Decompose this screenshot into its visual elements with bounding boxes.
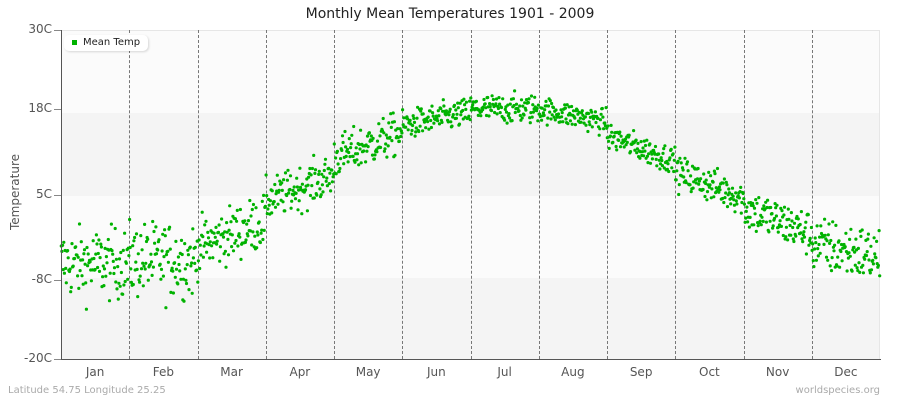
x-axis-line — [61, 359, 881, 360]
band-18-5 — [61, 113, 879, 196]
y-tick-label: -8C — [31, 272, 52, 286]
x-tick-label: Sep — [629, 365, 653, 379]
y-tick-mark — [54, 280, 61, 281]
month-divider — [402, 30, 403, 359]
month-divider — [129, 30, 130, 359]
x-tick-label: Jun — [427, 365, 446, 379]
x-tick-label: Dec — [834, 365, 858, 379]
x-tick-label: Mar — [220, 365, 243, 379]
x-tick-label: Feb — [152, 365, 174, 379]
plot-area — [61, 30, 880, 360]
y-tick-label: 30C — [28, 22, 52, 36]
y-tick-label: -20C — [24, 351, 52, 365]
y-axis-title: Temperature — [8, 154, 22, 231]
y-tick-mark — [54, 109, 61, 110]
x-tick-label: Aug — [561, 365, 585, 379]
month-divider — [744, 30, 745, 359]
source-link[interactable]: worldspecies.org — [795, 385, 880, 396]
band-neg8-neg20 — [61, 278, 879, 360]
x-tick-label: Jul — [497, 365, 512, 379]
y-axis-line — [61, 30, 62, 360]
y-tick-label: 5C — [35, 187, 52, 201]
x-tick-label: May — [355, 365, 381, 379]
x-tick-label: Oct — [699, 365, 720, 379]
y-tick-mark — [54, 195, 61, 196]
legend-square-icon — [72, 40, 77, 45]
month-divider — [675, 30, 676, 359]
legend-label: Mean Temp — [83, 37, 141, 48]
month-divider — [607, 30, 608, 359]
band-5-neg8 — [61, 196, 879, 278]
month-divider — [471, 30, 472, 359]
month-divider — [334, 30, 335, 359]
y-tick-label: 18C — [28, 101, 52, 115]
y-tick-mark — [54, 30, 61, 31]
x-tick-label: Nov — [765, 365, 790, 379]
y-tick-mark — [54, 359, 61, 360]
month-divider — [539, 30, 540, 359]
month-divider — [812, 30, 813, 359]
chart-title: Monthly Mean Temperatures 1901 - 2009 — [305, 6, 595, 22]
legend[interactable]: Mean Temp — [64, 35, 149, 51]
x-tick-label: Apr — [289, 365, 311, 379]
month-divider — [198, 30, 199, 359]
location-caption: Latitude 54.75 Longitude 25.25 — [8, 385, 166, 396]
x-tick-label: Jan — [85, 365, 105, 379]
